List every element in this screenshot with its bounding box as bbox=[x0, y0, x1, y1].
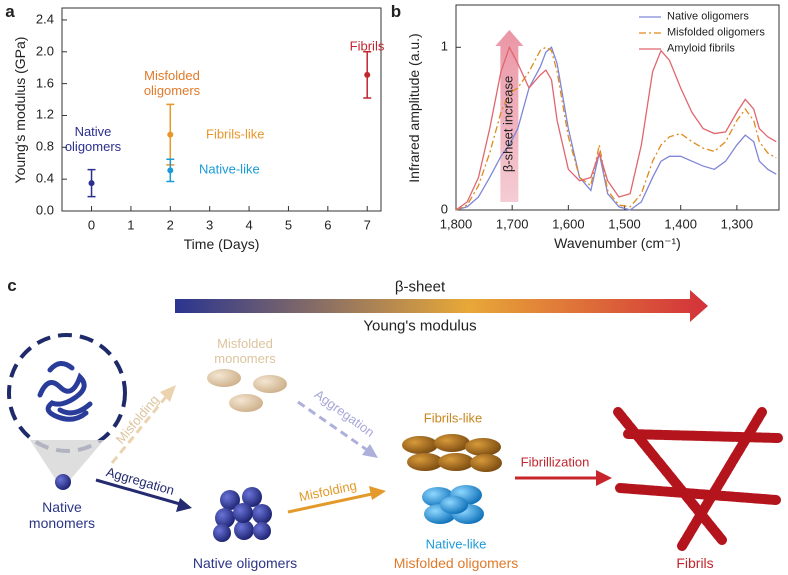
x-tick-label: 6 bbox=[324, 217, 332, 233]
x-axis-label: Wavenumber (cm⁻¹) bbox=[554, 234, 681, 251]
series-line bbox=[455, 46, 777, 211]
x-axis-label: Time (Days) bbox=[183, 235, 260, 252]
step-label: Fibrillization bbox=[520, 454, 590, 470]
annotation-arrow bbox=[495, 30, 524, 202]
data-point bbox=[167, 167, 174, 174]
panel-label: c bbox=[7, 276, 17, 296]
fibrils bbox=[613, 407, 783, 551]
x-tick-label: 7 bbox=[363, 217, 371, 233]
legend-label: Amyloid fibrils bbox=[667, 42, 735, 55]
series-line bbox=[455, 45, 777, 211]
data-point bbox=[88, 180, 95, 187]
x-tick-label: 5 bbox=[284, 217, 293, 233]
x-tick-label: 1,800 bbox=[439, 216, 473, 232]
x-tick-label: 1,600 bbox=[552, 216, 585, 232]
panel-label: b bbox=[390, 2, 402, 22]
x-tick-label: 1,500 bbox=[608, 216, 641, 232]
diagram-shapes bbox=[7, 290, 783, 551]
y-tick-label: 0 bbox=[440, 201, 448, 217]
zoom-cone bbox=[30, 440, 104, 480]
annotation: Misfolded oligomers bbox=[143, 68, 201, 98]
stage-label: Fibrils-like bbox=[423, 410, 483, 426]
x-tick-label: 1,700 bbox=[495, 216, 529, 232]
y-tick-label: 1 bbox=[440, 38, 448, 54]
y-tick-label: 1.6 bbox=[35, 75, 54, 91]
stage-label: Native oligomers bbox=[192, 554, 298, 571]
y-tick-label: 2.4 bbox=[35, 11, 54, 27]
x-tick-label: 0 bbox=[87, 217, 96, 233]
stage-label: Misfolded oligomers bbox=[393, 554, 519, 571]
data-point bbox=[364, 71, 371, 78]
y-tick-label: 1.2 bbox=[35, 107, 54, 122]
x-tick-label: 1,400 bbox=[664, 216, 697, 232]
panel-label: a bbox=[5, 2, 15, 22]
x-tick-label: 1,300 bbox=[720, 216, 754, 232]
series-label: Native-like bbox=[199, 161, 260, 177]
annotation: β-sheet increase bbox=[500, 75, 516, 173]
series-label: Fibrils-like bbox=[206, 126, 265, 142]
x-tick-label: 3 bbox=[206, 217, 214, 233]
y-axis-label: Young's modulus (GPa) bbox=[11, 36, 28, 183]
stage-label: Fibrils bbox=[676, 554, 714, 571]
data-point bbox=[167, 131, 174, 138]
monomer bbox=[55, 474, 71, 490]
stage-label: Misfolded monomers bbox=[214, 336, 276, 366]
y-tick-label: 0.8 bbox=[35, 138, 54, 154]
plot-frame bbox=[455, 4, 780, 211]
x-tick-label: 1 bbox=[127, 217, 135, 233]
series-label: Fibrils bbox=[349, 38, 385, 54]
stage-label: Native-like bbox=[425, 536, 487, 552]
series-line bbox=[455, 46, 777, 211]
arrow-label: β-sheet bbox=[394, 278, 446, 296]
protein-icon bbox=[37, 361, 93, 422]
legend-label: Misfolded oligomers bbox=[667, 26, 765, 39]
series-label: Native oligomers bbox=[64, 124, 122, 154]
x-tick-label: 2 bbox=[166, 217, 174, 233]
legend-label: Native oligomers bbox=[667, 10, 749, 23]
y-tick-label: 2.0 bbox=[35, 43, 54, 59]
x-tick-label: 4 bbox=[245, 217, 253, 233]
y-axis-label: Infrared amplitude (a.u.) bbox=[405, 32, 422, 183]
arrow-label: Young's modulus bbox=[363, 317, 477, 335]
y-tick-label: 0.0 bbox=[35, 202, 54, 218]
gradient-arrow bbox=[175, 290, 708, 322]
y-tick-label: 0.4 bbox=[35, 170, 54, 186]
stage-label: Native monomers bbox=[28, 498, 96, 531]
plot-frame bbox=[61, 7, 382, 212]
